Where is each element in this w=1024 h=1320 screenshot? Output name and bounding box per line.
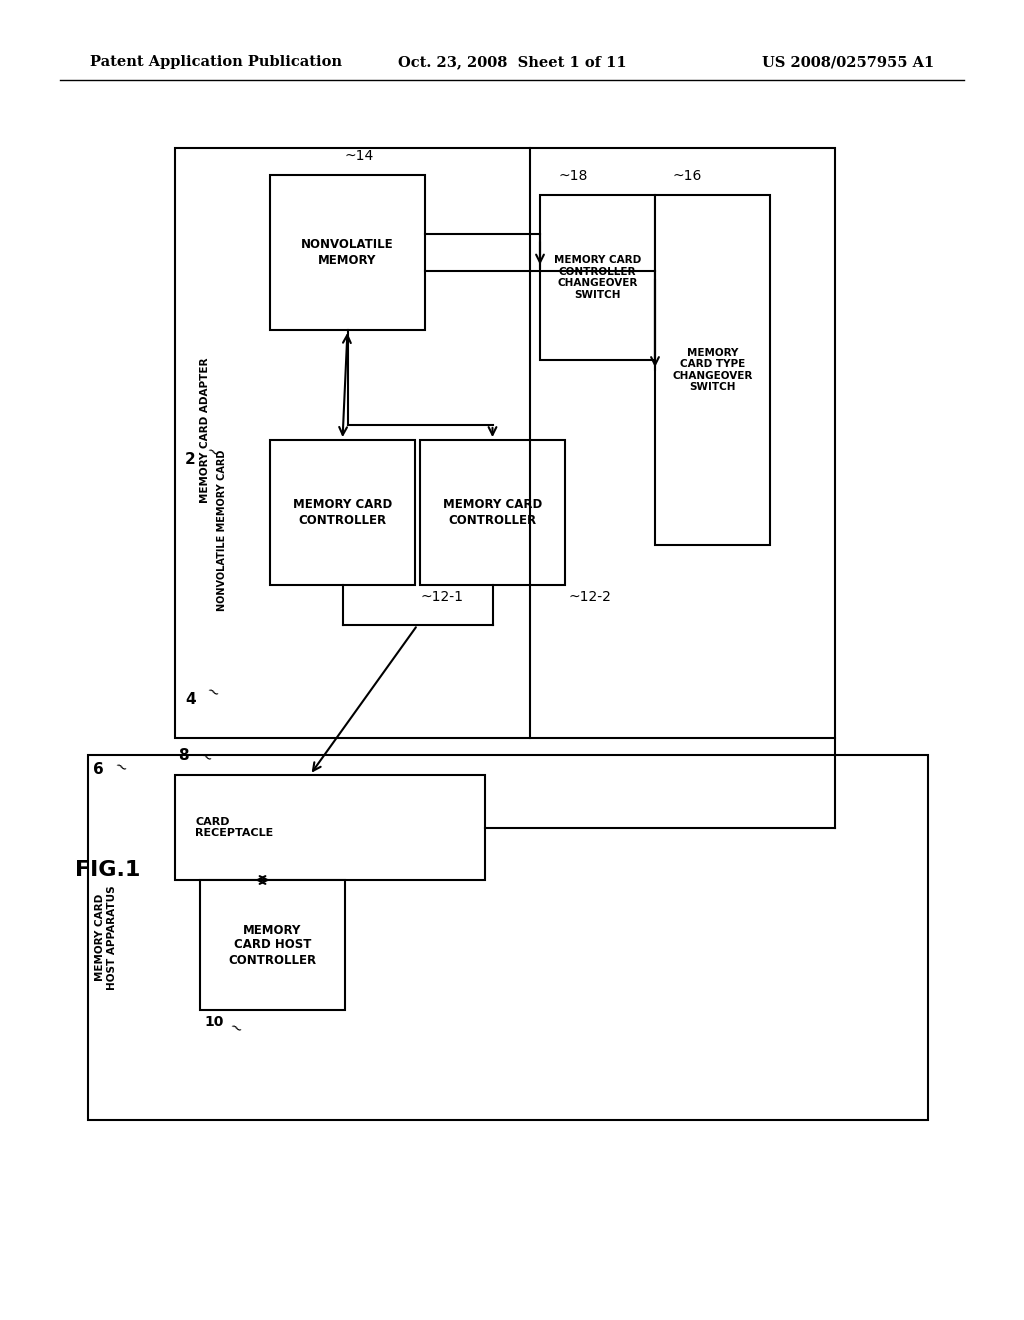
Text: MEMORY CARD
CONTROLLER
CHANGEOVER
SWITCH: MEMORY CARD CONTROLLER CHANGEOVER SWITCH bbox=[554, 255, 641, 300]
Bar bbox=[270, 176, 425, 330]
Text: ~14: ~14 bbox=[345, 149, 374, 162]
Bar bbox=[420, 440, 565, 585]
Bar bbox=[270, 440, 415, 585]
Bar bbox=[540, 195, 655, 360]
Text: Oct. 23, 2008  Sheet 1 of 11: Oct. 23, 2008 Sheet 1 of 11 bbox=[397, 55, 627, 69]
Text: 2: 2 bbox=[185, 453, 196, 467]
Text: ~: ~ bbox=[203, 442, 221, 462]
Bar bbox=[200, 880, 345, 1010]
Text: ~: ~ bbox=[196, 747, 215, 767]
Text: MEMORY
CARD TYPE
CHANGEOVER
SWITCH: MEMORY CARD TYPE CHANGEOVER SWITCH bbox=[673, 347, 753, 392]
Text: 8: 8 bbox=[178, 748, 188, 763]
Text: CARD
RECEPTACLE: CARD RECEPTACLE bbox=[195, 817, 273, 838]
Text: MEMORY CARD
CONTROLLER: MEMORY CARD CONTROLLER bbox=[293, 499, 392, 527]
Text: MEMORY CARD
HOST APPARATUS: MEMORY CARD HOST APPARATUS bbox=[95, 886, 117, 990]
Text: Patent Application Publication: Patent Application Publication bbox=[90, 55, 342, 69]
Text: MEMORY
CARD HOST
CONTROLLER: MEMORY CARD HOST CONTROLLER bbox=[228, 924, 316, 966]
Bar bbox=[175, 775, 485, 880]
Text: ~16: ~16 bbox=[672, 169, 701, 183]
Text: ~18: ~18 bbox=[558, 169, 588, 183]
Bar bbox=[655, 195, 770, 545]
Text: FIG.1: FIG.1 bbox=[76, 861, 140, 880]
Text: MEMORY CARD
CONTROLLER: MEMORY CARD CONTROLLER bbox=[442, 499, 542, 527]
Text: 6: 6 bbox=[93, 762, 103, 777]
Text: ~: ~ bbox=[203, 682, 221, 702]
Bar bbox=[175, 148, 835, 738]
Text: 4: 4 bbox=[185, 693, 196, 708]
Text: NONVOLATILE
MEMORY: NONVOLATILE MEMORY bbox=[301, 239, 394, 267]
Text: US 2008/0257955 A1: US 2008/0257955 A1 bbox=[762, 55, 934, 69]
Text: MEMORY CARD ADAPTER: MEMORY CARD ADAPTER bbox=[200, 358, 210, 503]
Text: NONVOLATILE MEMORY CARD: NONVOLATILE MEMORY CARD bbox=[217, 449, 227, 611]
Text: ~12-1: ~12-1 bbox=[420, 590, 463, 605]
Text: ~: ~ bbox=[111, 758, 130, 777]
Text: ~12-2: ~12-2 bbox=[568, 590, 611, 605]
Text: 10: 10 bbox=[204, 1015, 223, 1030]
Text: ~: ~ bbox=[226, 1019, 245, 1039]
Bar bbox=[88, 755, 928, 1119]
